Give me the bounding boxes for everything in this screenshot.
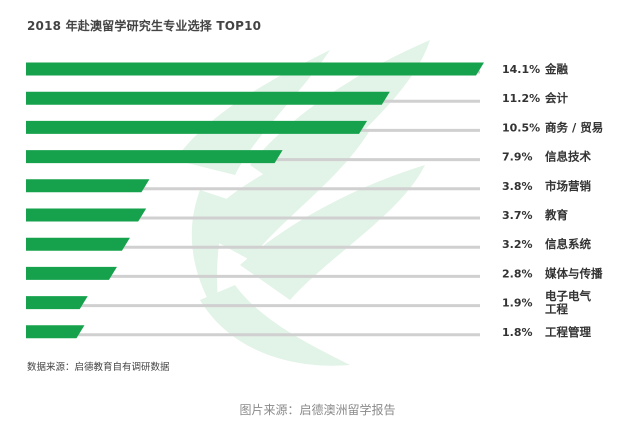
watermark-shape (195, 130, 370, 260)
watermark-shape (200, 285, 350, 366)
value-label: 10.5% (502, 121, 540, 134)
watermark-shape (175, 50, 330, 175)
watermark-logo (175, 40, 430, 366)
value-label: 2.8% (502, 267, 533, 280)
bar (26, 62, 484, 76)
watermark-shape (191, 190, 230, 320)
bar (26, 91, 390, 105)
watermark-shape (240, 165, 425, 300)
value-label: 1.9% (502, 297, 533, 310)
category-label: 电子电气工程 (545, 289, 591, 316)
bar (26, 325, 85, 339)
bar (26, 150, 283, 164)
bar (26, 179, 150, 193)
bar (26, 296, 88, 310)
value-label: 3.7% (502, 209, 533, 222)
category-label: 金融 (544, 62, 568, 76)
category-label: 信息技术 (545, 150, 591, 164)
chart-title: 2018 年赴澳留学研究生专业选择 TOP10 (27, 19, 262, 33)
bar (26, 208, 147, 222)
value-label: 11.2% (502, 92, 540, 105)
value-label: 3.8% (502, 180, 533, 193)
bar (26, 266, 117, 280)
category-label: 市场营销 (545, 179, 591, 193)
bar (26, 120, 368, 134)
value-label: 3.2% (502, 238, 533, 251)
image-caption: 图片来源：启德澳洲留学报告 (239, 403, 396, 417)
value-label: 1.8% (502, 326, 533, 339)
category-label: 工程管理 (545, 325, 591, 339)
category-label: 会计 (544, 91, 568, 105)
bar (26, 237, 130, 251)
category-label: 信息系统 (545, 237, 591, 251)
chart-source-note: 数据来源：启德教育自有调研数据 (27, 362, 170, 373)
category-label: 商务 / 贸易 (545, 120, 603, 134)
value-label: 14.1% (502, 63, 540, 76)
category-label: 教育 (544, 208, 568, 222)
category-label: 媒体与传播 (544, 266, 603, 280)
value-label: 7.9% (502, 151, 533, 164)
